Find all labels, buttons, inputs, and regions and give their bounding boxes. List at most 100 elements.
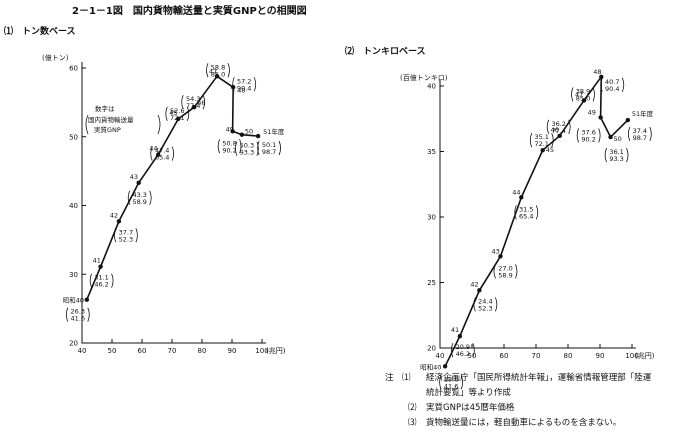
note-2-mark: ⑵	[408, 402, 417, 413]
chart-2-value-paren-right	[598, 128, 601, 143]
chart-2-y-label: (百億トンキロ)	[400, 73, 448, 82]
chart-1-year-label: 昭和40	[63, 296, 84, 305]
chart-1-value-gnp: 65.4	[155, 154, 169, 162]
chart-2-x-tick-label: 90	[596, 352, 605, 360]
chart-1-x-tick-label: 40	[78, 347, 87, 355]
chart-2-year-label: 42	[470, 280, 478, 288]
chart-2-value-cargo: 37.4	[633, 127, 647, 135]
chart-2-data-point	[557, 133, 562, 138]
chart-2-data-point	[442, 364, 448, 369]
chart-2-value-cargo: 36.1	[609, 148, 623, 156]
chart-1-value-paren-left	[235, 141, 238, 156]
chart-1-value-paren-left	[257, 140, 260, 156]
chart-1-value-paren-left	[181, 95, 184, 110]
chart-1-year-label: 43	[130, 173, 138, 181]
chart-2-value-paren-right	[592, 87, 595, 102]
chart-1-value-paren-left	[89, 273, 92, 288]
chart-2-value-gnp: 93.3	[609, 155, 623, 163]
chart-2-x-tick-label: 100	[625, 352, 638, 360]
chart-2-value-paren-right	[551, 133, 554, 148]
chart-1-value-paren-right	[253, 77, 257, 92]
chart-1-y-label: (億トン)	[42, 53, 69, 62]
chart-1-annotation-line-2: 国内貨物輸送量	[88, 115, 134, 124]
chart-2-value-paren-left	[493, 264, 496, 279]
figure-title: 2－1－1図 国内貨物輸送量と実質GNPとの相関図	[72, 4, 307, 17]
chart-2-year-label: 48	[593, 68, 601, 76]
chart-2-data-point	[519, 195, 524, 200]
note-3-mark: ⑶	[408, 417, 417, 428]
chart-2-year-label: 41	[451, 326, 459, 334]
chart-2-value-gnp: 72.1	[534, 140, 548, 148]
chart-2-value-label: 27.058.9	[493, 264, 518, 279]
chart-2-value-gnp: 58.9	[498, 271, 512, 279]
chart-1-year-label: 51年度	[263, 127, 285, 136]
chart-2-value-paren-right	[568, 119, 571, 134]
chart-1-value-gnp: 41.6	[71, 315, 85, 323]
chart-1-data-point	[255, 133, 261, 139]
chart-1-year-label: 49	[226, 125, 234, 133]
chart-2-value-label: 36.277.4	[546, 119, 571, 135]
chart-1-value-cargo: 47.4	[155, 147, 169, 155]
chart-1-value-label: 50.890.2	[217, 139, 242, 154]
chart-2-subtitle: ⑵ トンキロベース	[345, 45, 426, 57]
chart-1-x-tick-label: 100	[255, 347, 268, 355]
chart-2-value-gnp: 46.2	[456, 350, 470, 358]
chart-2-year-label: 46	[551, 126, 559, 134]
chart-2-value-gnp: 41.6	[444, 382, 458, 390]
chart-1-data-point	[214, 74, 220, 79]
chart-2-year-label: 49	[588, 108, 596, 116]
chart-1-value-gnp: 52.3	[119, 235, 133, 243]
chart-1-value-label: 50.198.7	[257, 140, 281, 156]
chart-1-data-point	[230, 129, 235, 134]
chart-2-value-cargo: 31.5	[519, 205, 533, 213]
chart-2-year-label: 51年度	[632, 109, 654, 118]
chart-2-value-cargo: 35.1	[534, 133, 548, 141]
chart-2-x-tick-label: 40	[436, 352, 445, 360]
chart-1-value-paren-left	[114, 228, 117, 243]
chart-1-year-label: 44	[149, 145, 157, 153]
chart-1-value-cargo: 58.8	[211, 63, 225, 71]
chart-2-value-paren-left	[571, 87, 574, 102]
chart-1-value-paren-left	[65, 307, 69, 322]
chart-2-value-cargo: 37.6	[581, 128, 595, 136]
chart-1-year-label: 46	[197, 99, 205, 107]
chart-1-value-paren-right	[227, 63, 230, 78]
chart-1-data-point	[176, 116, 181, 122]
chart-2-value-gnp: 85.0	[576, 94, 590, 102]
chart-1-value-cargo: 31.1	[94, 274, 108, 282]
chart-1-year-label: 48	[237, 86, 245, 94]
chart-2-y-tick-label: 40	[427, 83, 436, 91]
chart-1-data-point	[192, 104, 197, 110]
chart-2-x-tick-label: 50	[468, 352, 477, 360]
chart-1-value-label: 57.290.4	[232, 77, 257, 92]
chart-2-value-label: 37.498.7	[627, 126, 652, 142]
chart-2-value-cargo: 36.2	[551, 120, 565, 128]
chart-1-value-paren-right	[149, 190, 152, 205]
chart-1-value-gnp: 90.2	[222, 146, 236, 154]
chart-1-value-label: 43.358.9	[127, 190, 152, 206]
chart-2-data-point	[540, 147, 545, 153]
chart-2-x-tick-label: 60	[500, 352, 509, 360]
chart-1-value-cargo: 52.6	[170, 107, 184, 115]
chart-1-year-label: 41	[93, 257, 101, 265]
chart-1-value-paren-right	[202, 95, 206, 110]
chart-2-year-label: 47	[575, 90, 583, 98]
note-1-text: 経済企画庁「国民所得統計年報」，運輸省情報管理部「陸運	[426, 372, 652, 383]
chart-2-value-cargo: 24.4	[478, 297, 492, 305]
chart-1-value-paren-left	[150, 146, 153, 161]
chart-1-value-cargo: 50.3	[240, 142, 254, 150]
chart-2-year-label: 44	[512, 188, 520, 196]
chart-2-y-tick-label: 30	[427, 214, 436, 222]
chart-1-data-point	[156, 152, 161, 157]
chart-2-value-label: 31.565.4	[514, 205, 539, 220]
chart-1-year-label: 45	[169, 109, 177, 117]
chart-2-year-label: 43	[491, 247, 499, 255]
chart-2-value-gnp: 90.4	[605, 85, 619, 93]
chart-1-value-paren-left	[127, 190, 131, 205]
chart-1-y-tick-label: 30	[69, 271, 78, 279]
chart-1-x-tick-label: 60	[138, 347, 147, 355]
chart-1-value-gnp: 98.7	[262, 148, 276, 156]
chart-1-value-gnp: 77.4	[186, 102, 200, 110]
chart-2-value-label: 37.690.2	[576, 128, 601, 143]
